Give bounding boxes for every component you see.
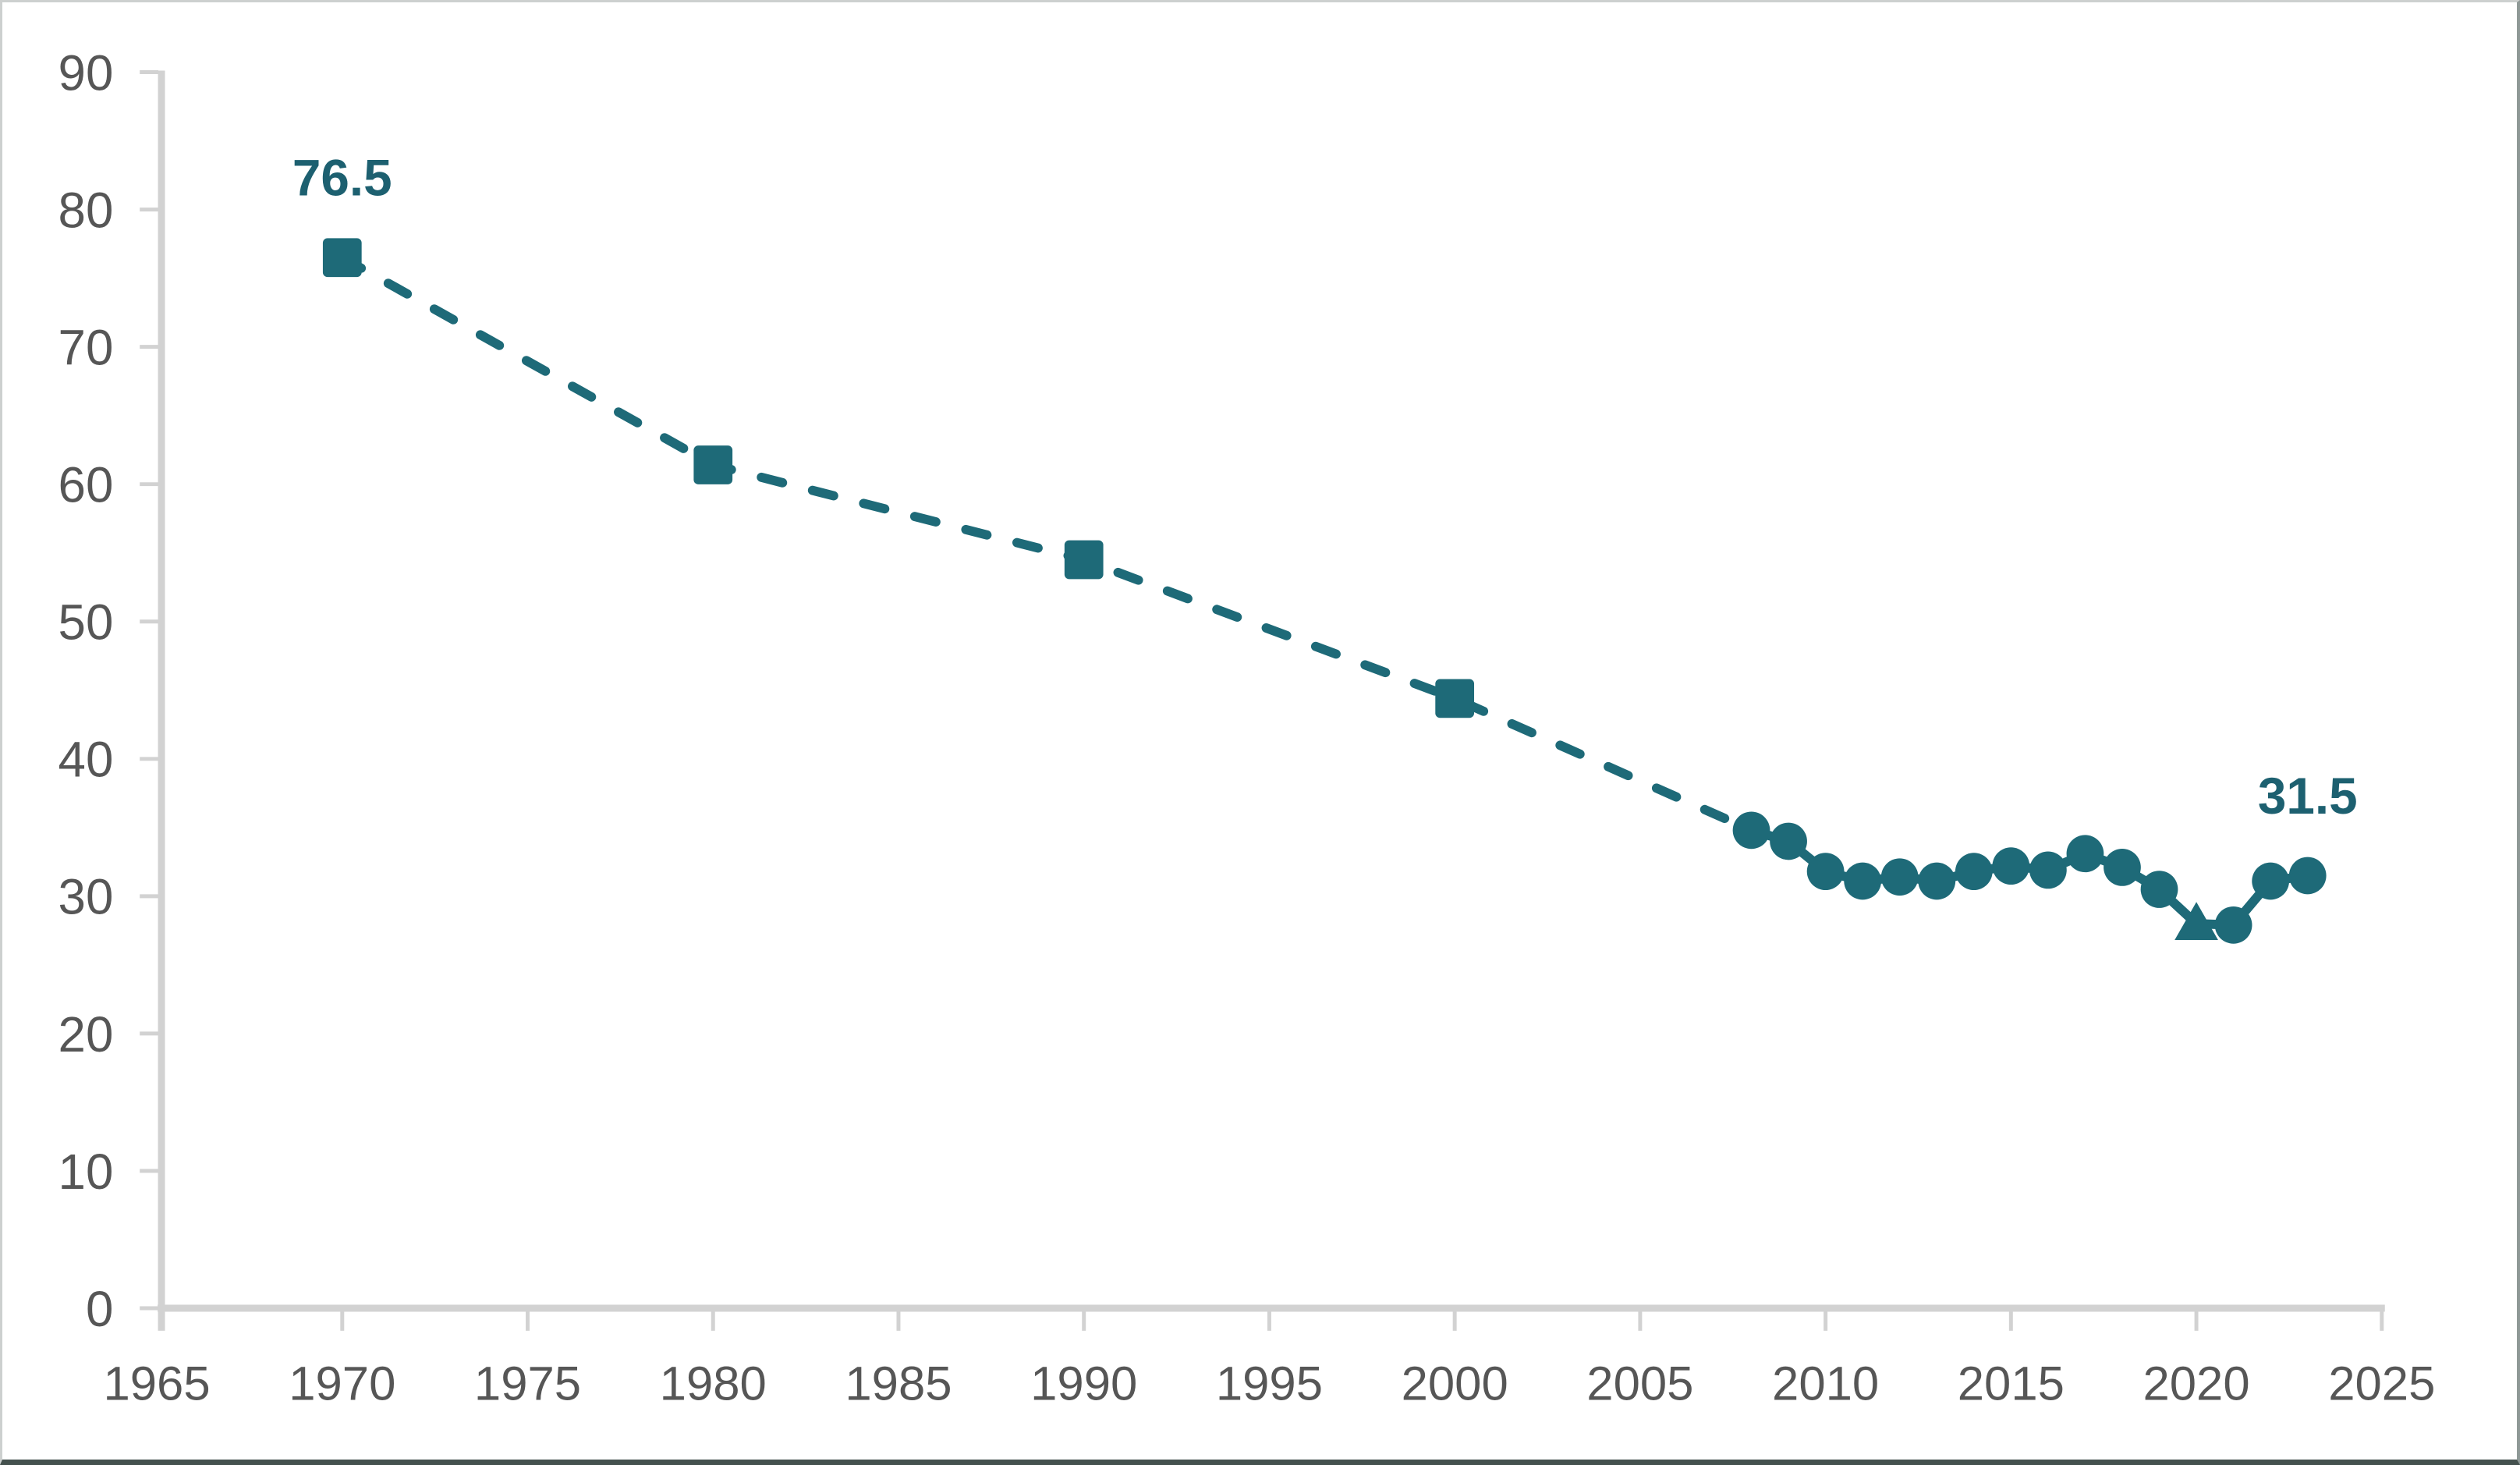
x-tick-label-2020: 2020 xyxy=(2143,1357,2249,1410)
marker-circle-2010 xyxy=(1806,853,1845,891)
y-tick-label-80: 80 xyxy=(58,183,114,238)
x-tick-label-2000: 2000 xyxy=(1402,1357,1508,1410)
marker-circle-2011 xyxy=(1844,862,1882,900)
marker-circle-2018 xyxy=(2104,849,2141,886)
x-tick-label-2005: 2005 xyxy=(1586,1357,1693,1410)
marker-square-1970 xyxy=(322,238,362,278)
x-tick-label-1985: 1985 xyxy=(845,1357,952,1410)
x-tick-label-1965: 1965 xyxy=(103,1357,210,1410)
x-tick-label-1990: 1990 xyxy=(1030,1357,1137,1410)
marker-circle-2017 xyxy=(2066,835,2104,873)
x-tick-label-1970: 1970 xyxy=(289,1357,395,1410)
y-tick-label-60: 60 xyxy=(58,458,114,513)
marker-circle-2008 xyxy=(1732,811,1770,850)
x-tick-label-1980: 1980 xyxy=(660,1357,767,1410)
marker-circle-2016 xyxy=(2029,851,2067,889)
annotation-2023: 31.5 xyxy=(2258,768,2358,825)
x-tick-label-2010: 2010 xyxy=(1772,1357,1879,1410)
x-tick-label-1975: 1975 xyxy=(474,1357,581,1410)
annotation-1970: 76.5 xyxy=(292,150,392,207)
marker-square-1990 xyxy=(1064,540,1104,580)
marker-circle-2023 xyxy=(2288,857,2327,895)
x-tick-label-2015: 2015 xyxy=(1958,1357,2065,1410)
marker-circle-2021 xyxy=(2214,906,2252,944)
y-tick-label-40: 40 xyxy=(58,732,114,788)
y-tick-label-0: 0 xyxy=(86,1282,113,1337)
x-tick-label-1995: 1995 xyxy=(1216,1357,1323,1410)
y-tick-label-90: 90 xyxy=(58,45,114,101)
y-tick-label-50: 50 xyxy=(58,595,114,651)
marker-circle-2013 xyxy=(1918,862,1956,900)
x-tick-label-2025: 2025 xyxy=(2328,1357,2435,1410)
y-tick-label-20: 20 xyxy=(58,1007,114,1062)
marker-circle-2009 xyxy=(1770,822,1807,860)
marker-square-2000 xyxy=(1435,679,1475,718)
marker-circle-2015 xyxy=(1992,847,2030,885)
marker-circle-2022 xyxy=(2252,862,2290,900)
marker-square-1980 xyxy=(693,445,733,484)
y-tick-label-10: 10 xyxy=(58,1144,114,1200)
marker-circle-2014 xyxy=(1955,853,1993,891)
historical-dashed-line xyxy=(337,253,1756,835)
y-tick-label-70: 70 xyxy=(58,321,114,376)
marker-circle-2019 xyxy=(2140,871,2178,908)
y-tick-label-30: 30 xyxy=(58,870,114,925)
marker-triangle-2020 xyxy=(2174,902,2218,940)
marker-circle-2012 xyxy=(1880,858,1919,896)
